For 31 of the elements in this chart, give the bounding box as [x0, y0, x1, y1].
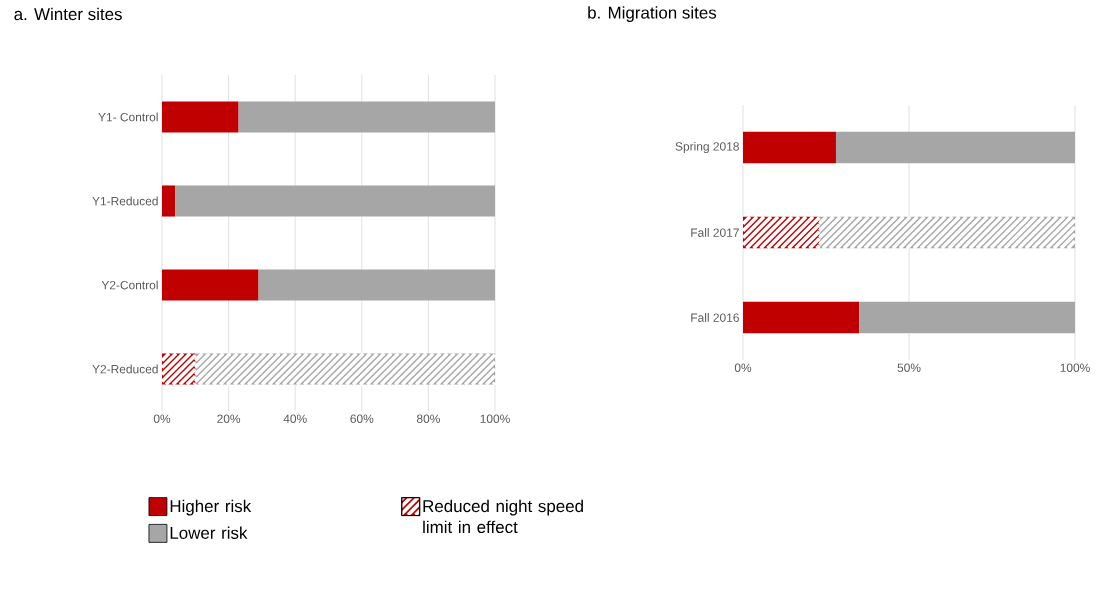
- bar: [859, 301, 1076, 334]
- x-tick-label: 50%: [897, 363, 921, 372]
- chart-title: b. Migration sites: [588, 6, 717, 22]
- legend-label: Higher risk: [170, 499, 252, 516]
- y-tick-label: Y2-Control: [101, 280, 158, 290]
- bar: [162, 185, 176, 217]
- bar: [258, 269, 495, 301]
- bar: [743, 301, 860, 334]
- y-tick-label: Y1- Control: [98, 112, 158, 122]
- x-tick-label: 40%: [283, 414, 307, 423]
- bar: [162, 269, 259, 301]
- x-tick-label: 0%: [153, 414, 171, 423]
- bar: [743, 131, 836, 164]
- x-tick-label: 60%: [350, 414, 374, 423]
- bar: [162, 101, 239, 133]
- chart-title: a. Winter sites: [14, 7, 122, 21]
- y-tick-label: Fall 2016: [691, 313, 739, 322]
- bar: [835, 131, 1076, 164]
- bar: [175, 185, 495, 217]
- y-tick-label: Fall 2017: [691, 228, 739, 237]
- x-tick-label: 80%: [416, 414, 440, 423]
- x-tick-label: 20%: [217, 414, 241, 423]
- legend-label: Lower risk: [170, 526, 248, 539]
- y-tick-label: Y2-Reduced: [92, 364, 158, 374]
- x-tick-label: 0%: [734, 363, 752, 372]
- x-tick-label: 100%: [480, 414, 510, 423]
- legend-label: Reduced night speed limit in effect: [423, 499, 583, 534]
- y-tick-label: Y1-Reduced: [92, 196, 158, 206]
- x-tick-label: 100%: [1060, 363, 1090, 372]
- y-tick-label: Spring 2018: [675, 141, 739, 154]
- bar: [238, 101, 495, 133]
